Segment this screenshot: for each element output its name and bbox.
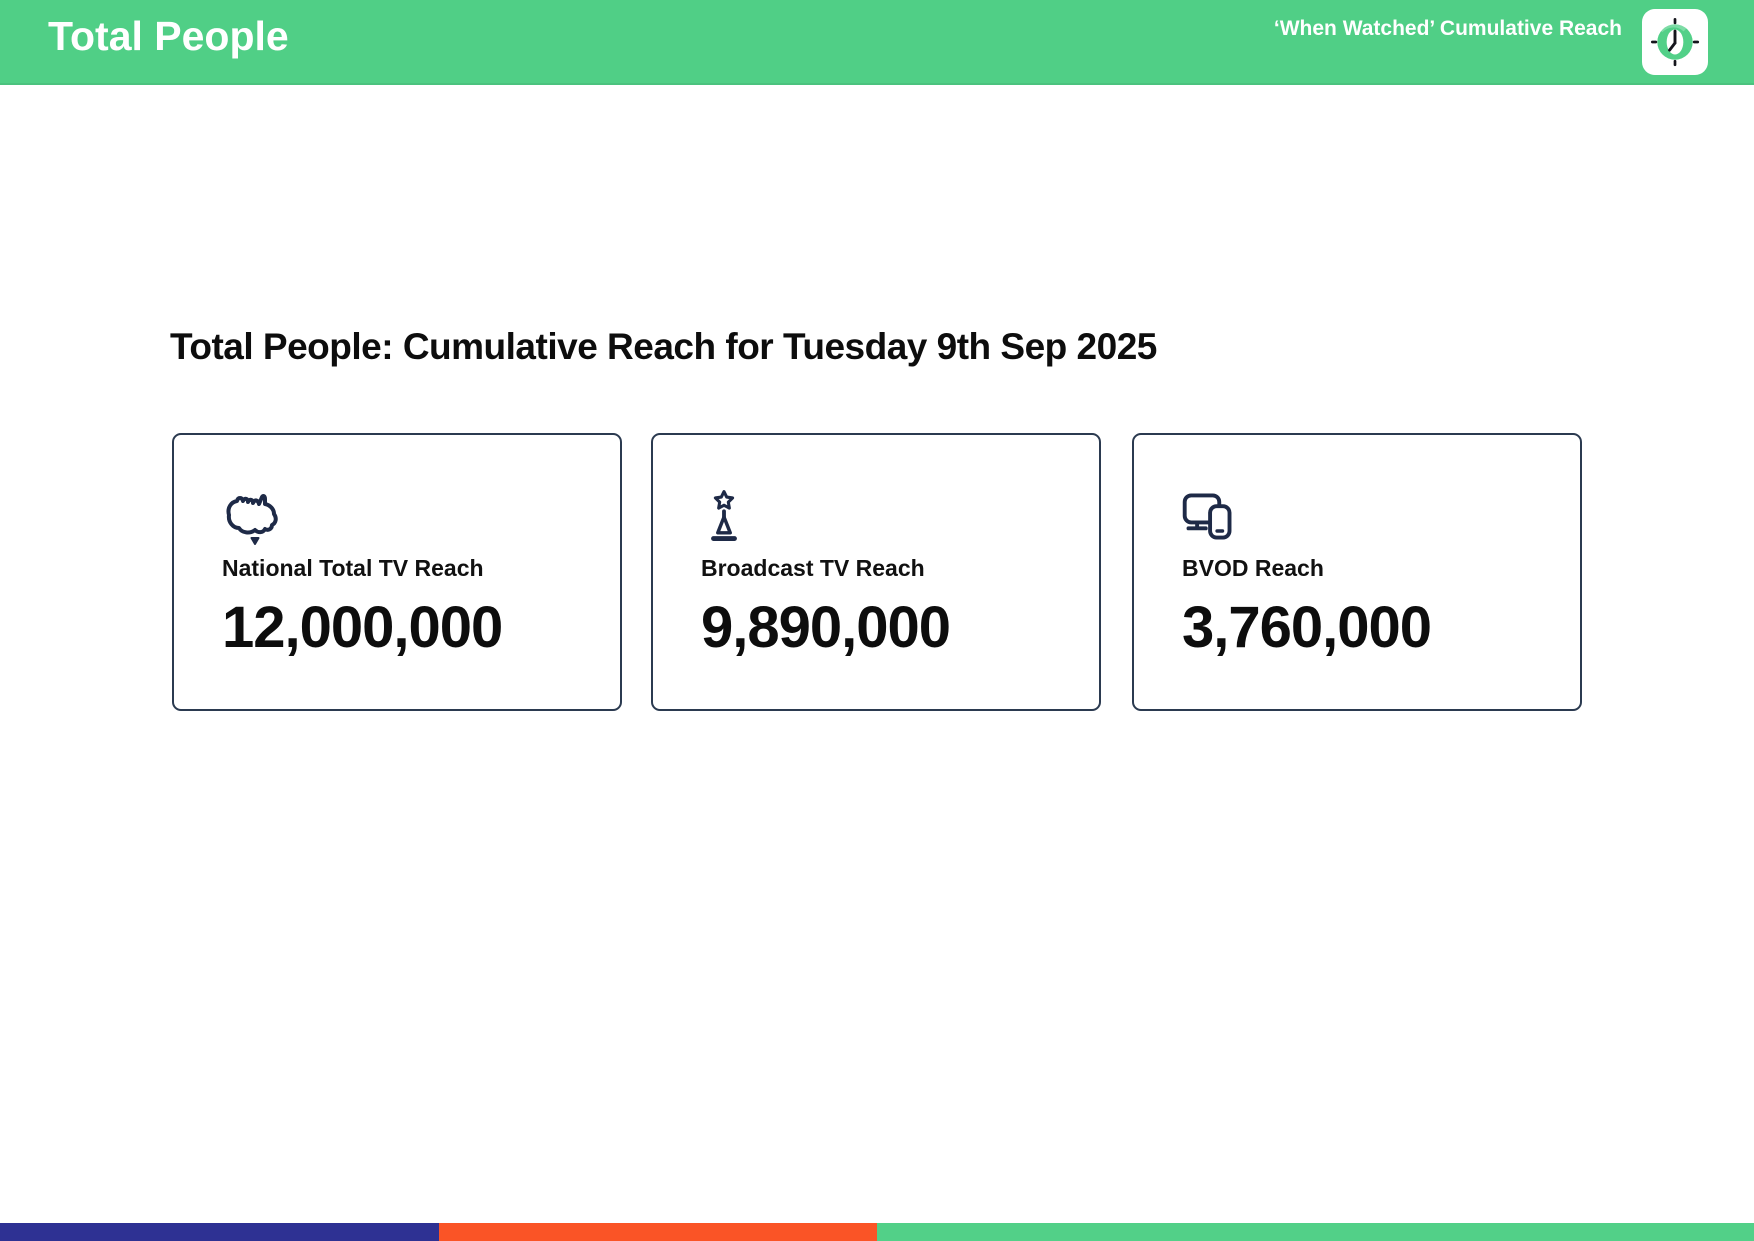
australia-map-icon — [222, 487, 572, 549]
stat-label: BVOD Reach — [1182, 555, 1324, 581]
stat-card-bvod-reach: BVOD Reach 3,760,000 — [1132, 433, 1582, 711]
stat-card-broadcast-tv-reach: Broadcast TV Reach 9,890,000 — [651, 433, 1101, 711]
page-title: Total People — [48, 13, 289, 59]
broadcast-tower-icon — [701, 487, 1051, 549]
screens-devices-icon — [1182, 487, 1532, 549]
stat-value: 9,890,000 — [701, 595, 951, 660]
clock-icon — [1650, 17, 1700, 67]
stat-value: 3,760,000 — [1182, 595, 1432, 660]
footer-segment-navy — [0, 1223, 439, 1241]
footer-color-bar — [0, 1223, 1754, 1241]
report-heading: Total People: Cumulative Reach for Tuesd… — [170, 326, 1157, 367]
stat-value: 12,000,000 — [222, 595, 503, 660]
stat-label: National Total TV Reach — [222, 555, 484, 581]
header-bar: Total People ‘When Watched’ Cumulative R… — [0, 0, 1754, 85]
footer-segment-green — [877, 1223, 1754, 1241]
app-logo-badge — [1642, 9, 1708, 75]
footer-segment-orange — [438, 1223, 877, 1241]
stat-card-national-total-tv-reach: National Total TV Reach 12,000,000 — [172, 433, 622, 711]
stat-label: Broadcast TV Reach — [701, 555, 925, 581]
header-tagline: ‘When Watched’ Cumulative Reach — [1273, 17, 1622, 40]
